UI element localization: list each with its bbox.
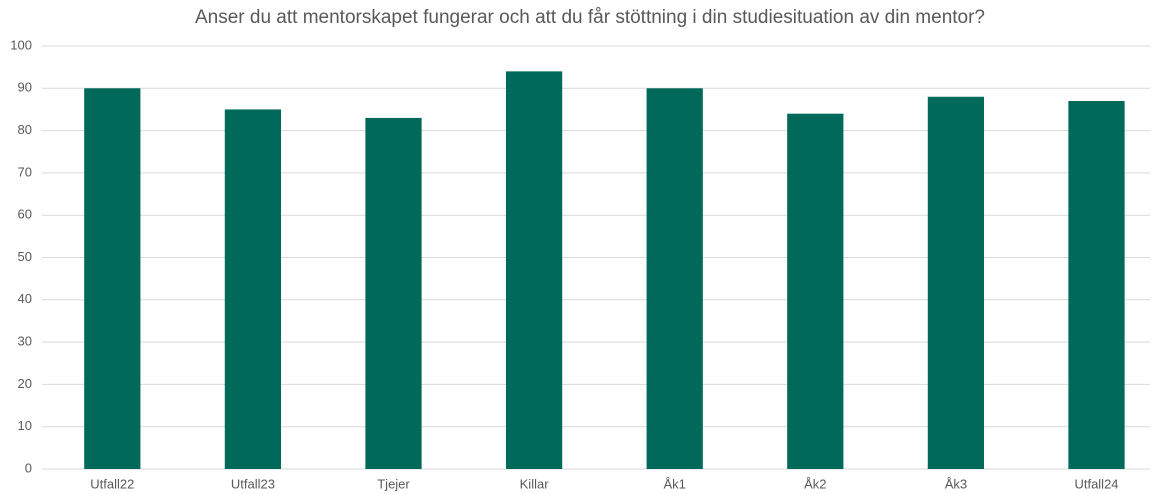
x-tick-label: Utfall23	[231, 476, 275, 491]
chart-title: Anser du att mentorskapet fungerar och a…	[195, 7, 985, 28]
x-tick-label: Åk1	[663, 476, 685, 491]
y-tick-label: 40	[18, 291, 32, 306]
x-tick-label: Åk2	[804, 476, 826, 491]
x-tick-label: Åk3	[945, 476, 967, 491]
bar	[927, 96, 985, 469]
x-tick-label: Killar	[520, 476, 550, 491]
y-tick-label: 50	[18, 249, 32, 264]
y-tick-label: 30	[18, 334, 32, 349]
bar	[224, 109, 282, 469]
x-tick-label: Tjejer	[377, 476, 410, 491]
bar	[84, 88, 141, 470]
y-tick-label: 20	[18, 376, 32, 391]
x-tick-label: Utfall22	[90, 476, 134, 491]
y-tick-label: 80	[18, 122, 32, 137]
bar	[646, 88, 703, 470]
y-tick-label: 70	[18, 164, 32, 179]
y-tick-label: 100	[10, 37, 32, 52]
x-tick-label: Utfall24	[1074, 476, 1118, 491]
bar	[505, 71, 563, 469]
y-tick-label: 60	[18, 207, 32, 222]
bar	[365, 117, 422, 469]
y-tick-label: 0	[25, 460, 32, 475]
y-tick-label: 10	[18, 418, 32, 433]
bar	[787, 113, 844, 470]
bar	[1068, 100, 1125, 470]
y-tick-label: 90	[18, 80, 32, 95]
